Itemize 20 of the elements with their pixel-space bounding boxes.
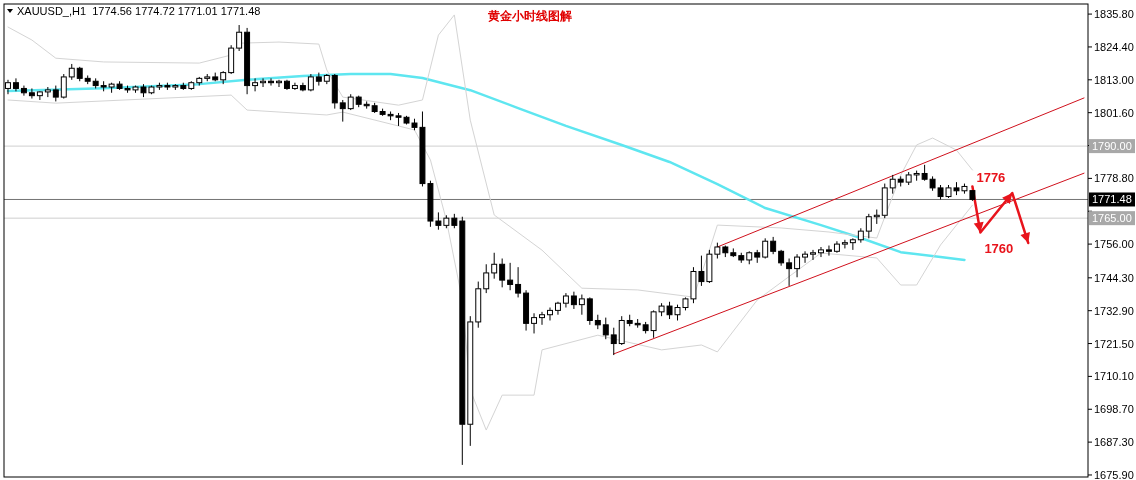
- y-tick-label: 1698.70: [1094, 403, 1134, 416]
- chart-subtitle: XAUUSD_,H1 1774.56 1774.72 1771.01 1771.48: [17, 5, 261, 17]
- ref-line-label: 1771.48: [1092, 193, 1132, 206]
- y-tick-label: 1744.30: [1094, 271, 1134, 284]
- chart-title: 黄金小时线图解: [487, 9, 572, 23]
- y-tick-label: 1813.00: [1094, 73, 1134, 86]
- annotation: 1760: [984, 240, 1014, 256]
- y-tick-label: 1687.30: [1094, 436, 1134, 449]
- y-tick-label: 1835.80: [1094, 8, 1134, 21]
- y-tick-label: 1732.90: [1094, 304, 1134, 317]
- ref-line-label: 1790.00: [1092, 140, 1132, 153]
- y-tick-label: 1721.50: [1094, 337, 1134, 350]
- y-tick-label: 1675.90: [1094, 468, 1134, 480]
- y-tick-label: 1756.00: [1094, 238, 1134, 251]
- ref-line-label: 1765.00: [1092, 212, 1132, 225]
- y-tick-label: 1778.80: [1094, 172, 1134, 185]
- annotation: 1776: [976, 170, 1006, 186]
- y-tick-label: 1824.40: [1094, 40, 1134, 53]
- y-tick-label: 1801.60: [1094, 106, 1134, 119]
- y-tick-label: 1710.10: [1094, 370, 1134, 383]
